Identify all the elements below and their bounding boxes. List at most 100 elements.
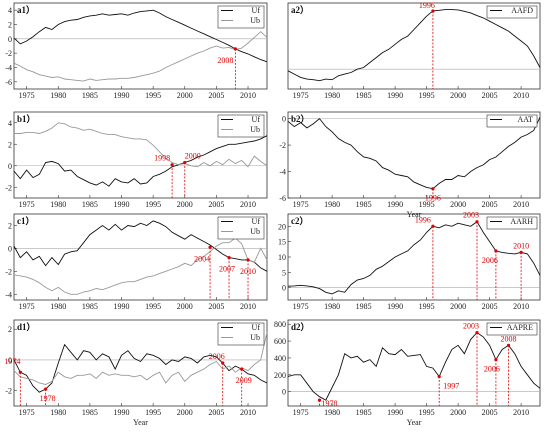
y-tick-label: 0 — [8, 244, 12, 253]
annotation-point — [475, 220, 479, 224]
x-tick-label: 2005 — [208, 302, 224, 311]
x-tick-label: 2000 — [450, 91, 466, 100]
x-tick-label: 1995 — [145, 302, 161, 311]
legend-entry: Ub — [250, 16, 260, 25]
x-tick-label: 2000 — [177, 302, 193, 311]
y-tick-label: 5 — [282, 268, 286, 277]
annotation-label: 1978 — [322, 399, 338, 408]
x-tick-label: 2005 — [482, 200, 498, 209]
annotation-label: 1974 — [4, 357, 20, 366]
x-tick-label: 1975 — [19, 200, 35, 209]
panel-label: a2） — [291, 5, 309, 15]
series-line-uf — [13, 220, 268, 272]
y-tick-label: 400 — [274, 354, 286, 363]
x-tick-label: 2005 — [208, 91, 224, 100]
series-line-aapre — [287, 332, 541, 401]
annotation-point — [18, 370, 22, 374]
annotation-point — [233, 47, 237, 51]
x-tick-label: 1985 — [356, 408, 372, 417]
y-tick-label: 2 — [8, 325, 12, 334]
annotation-point — [183, 160, 187, 165]
plot-frame — [13, 111, 268, 199]
y-tick-label: 0 — [8, 162, 12, 171]
annotation-point — [431, 187, 435, 191]
x-tick-label: 2010 — [513, 408, 529, 417]
panel-label: b1） — [17, 114, 36, 124]
annotation-label: 2010 — [513, 241, 529, 250]
x-tick-label: 2010 — [240, 302, 256, 311]
y-tick-label: 2 — [8, 21, 12, 30]
x-tick-label: 2005 — [482, 302, 498, 311]
y-tick-label: 0 — [282, 388, 286, 397]
annotation-point — [44, 387, 48, 391]
panel-a1: 1975 1980 1985 1990 1995 2000 2005 2010 -6 -4 -2 0 2… — [5, 2, 268, 100]
plot-frame — [13, 319, 268, 407]
series-line-ub — [13, 237, 268, 295]
annotation-point — [227, 255, 231, 260]
x-tick-label: 1975 — [293, 408, 309, 417]
x-tick-label: 1990 — [114, 200, 130, 209]
y-tick-label: 4 — [8, 6, 12, 15]
x-tick-label: 1980 — [324, 302, 340, 311]
legend-entry: Uf — [252, 217, 261, 226]
annotation-point — [221, 361, 225, 365]
x-tick-label: 1985 — [82, 302, 98, 311]
x-tick-label: 1995 — [145, 91, 161, 100]
annotation-point — [519, 250, 523, 254]
x-tick-label: 1995 — [419, 302, 435, 311]
x-tick-label: 1995 — [145, 200, 161, 209]
x-tick-label: 2010 — [240, 200, 256, 209]
annotation-label: 2003 — [463, 322, 479, 331]
y-tick-label: -2 — [5, 387, 12, 396]
y-tick-label: 200 — [274, 371, 286, 380]
annotation-label: 1996 — [415, 215, 431, 224]
x-tick-label: 1995 — [419, 200, 435, 209]
annotation-label: 1998 — [154, 154, 170, 163]
legend-entry: Uf — [252, 6, 261, 15]
x-tick-label: 1980 — [324, 91, 340, 100]
annotation-label: 2006 — [209, 352, 225, 361]
y-tick-label: 15 — [278, 238, 286, 247]
y-tick-label: 20 — [278, 222, 286, 231]
x-tick-label: 1995 — [419, 91, 435, 100]
panel-label: d1） — [17, 322, 36, 332]
x-axis-label: Year — [133, 418, 148, 427]
x-tick-label: 1985 — [82, 91, 98, 100]
x-tick-label: 2010 — [513, 91, 529, 100]
series-line-uf — [13, 135, 268, 187]
annotation-point — [431, 9, 435, 13]
legend-box — [486, 216, 538, 230]
x-tick-label: 1990 — [114, 91, 130, 100]
annotation-label: 2009 — [236, 376, 252, 385]
x-tick-label: 2010 — [240, 408, 256, 417]
panel-label: a1） — [17, 5, 35, 15]
x-axis-label: Year — [407, 418, 422, 427]
y-tick-label: 10 — [278, 253, 286, 262]
series-line-ub — [13, 332, 268, 385]
panel-label: c1） — [17, 216, 35, 226]
x-axis-label: Year — [407, 210, 422, 219]
y-tick-label: 0 — [8, 356, 12, 365]
series-line-ub — [14, 122, 268, 168]
legend-entry: Ub — [250, 333, 260, 342]
y-tick-label: 2 — [8, 221, 12, 230]
x-tick-label: 1990 — [387, 91, 403, 100]
x-tick-label: 1975 — [293, 91, 309, 100]
plot-frame — [13, 213, 268, 301]
annotation-label: 2004 — [194, 254, 210, 263]
legend-box — [217, 322, 265, 346]
legend-entry: AAFD — [511, 6, 533, 15]
x-tick-label: 2010 — [513, 302, 529, 311]
x-tick-label: 2000 — [177, 91, 193, 100]
series-line-ub — [13, 31, 268, 82]
annotation-label: 2006 — [484, 365, 500, 374]
x-tick-label: 1995 — [419, 408, 435, 417]
x-tick-label: 1975 — [293, 200, 309, 209]
legend-entry: Ub — [250, 227, 260, 236]
panel-d1: 1975 1980 1985 1990 1995 2000 2005 2010 -2 0 2 1974… — [4, 319, 268, 427]
y-tick-label: 0 — [8, 35, 12, 44]
y-tick-label: 4 — [8, 119, 12, 128]
y-tick-label: -6 — [279, 194, 286, 203]
x-tick-label: 1975 — [19, 408, 35, 417]
